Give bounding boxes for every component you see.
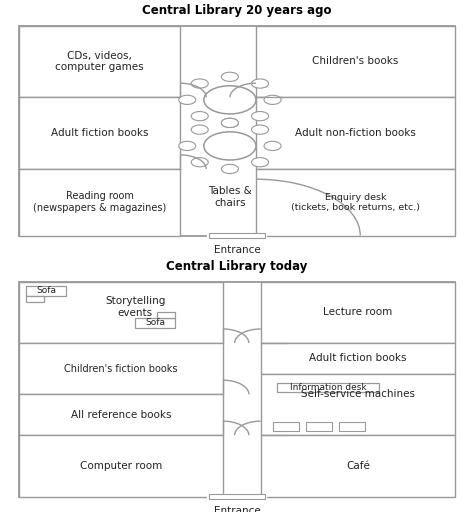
Text: Storytelling
events: Storytelling events (105, 296, 165, 318)
Text: Central Library 20 years ago: Central Library 20 years ago (142, 4, 332, 17)
Bar (256, 97, 455, 169)
Text: CDs, videos,
computer games: CDs, videos, computer games (55, 51, 144, 72)
Circle shape (191, 125, 208, 134)
Bar (19, 169, 180, 236)
Circle shape (191, 112, 208, 121)
Bar (19, 282, 223, 343)
Circle shape (264, 141, 281, 151)
Circle shape (191, 79, 208, 88)
Text: Tables &
chairs: Tables & chairs (208, 186, 252, 208)
Text: Enquiry desk
(tickets, book returns, etc.): Enquiry desk (tickets, book returns, etc… (291, 193, 420, 212)
Circle shape (204, 86, 256, 114)
Bar (26, 296, 44, 302)
Bar (19, 394, 223, 435)
Text: Information desk: Information desk (290, 383, 366, 392)
Bar (135, 318, 175, 328)
Circle shape (221, 72, 238, 81)
Text: Self-service machines: Self-service machines (301, 389, 415, 399)
Bar (209, 495, 265, 499)
Text: Reading room
(newspapers & magazines): Reading room (newspapers & magazines) (33, 191, 166, 213)
Text: Computer room: Computer room (80, 461, 162, 471)
Circle shape (221, 118, 238, 127)
Text: Café: Café (346, 461, 370, 471)
Bar (277, 383, 379, 392)
Bar (26, 286, 66, 296)
Text: Adult fiction books: Adult fiction books (309, 353, 407, 364)
Bar (273, 422, 299, 431)
Bar (261, 374, 455, 435)
Text: Entrance: Entrance (214, 245, 260, 255)
Circle shape (221, 118, 238, 127)
Text: Entrance: Entrance (214, 506, 260, 512)
Bar (19, 26, 455, 236)
Circle shape (252, 112, 269, 121)
Bar (157, 311, 175, 318)
Bar (261, 343, 455, 374)
Bar (19, 343, 223, 394)
Circle shape (204, 132, 256, 160)
Bar (19, 97, 180, 169)
Circle shape (179, 95, 196, 104)
Bar (261, 435, 455, 497)
Text: Sofa: Sofa (145, 318, 165, 327)
Bar (19, 435, 223, 497)
Bar (256, 26, 455, 97)
Bar (306, 422, 332, 431)
Text: Central Library today: Central Library today (166, 260, 308, 273)
Circle shape (264, 95, 281, 104)
Bar (19, 26, 180, 97)
Bar (209, 233, 265, 238)
Bar (19, 282, 455, 497)
Text: Adult non-fiction books: Adult non-fiction books (295, 128, 416, 138)
Text: Sofa: Sofa (36, 286, 56, 295)
Circle shape (191, 158, 208, 167)
Circle shape (179, 141, 196, 151)
Bar (256, 169, 455, 236)
Text: Lecture room: Lecture room (323, 307, 392, 317)
Circle shape (252, 125, 269, 134)
Bar (339, 422, 365, 431)
Text: All reference books: All reference books (71, 410, 171, 420)
Bar (261, 282, 455, 343)
Circle shape (252, 79, 269, 88)
Text: Children's books: Children's books (312, 56, 399, 67)
Text: Children's fiction books: Children's fiction books (64, 364, 178, 374)
Circle shape (252, 158, 269, 167)
Text: Adult fiction books: Adult fiction books (51, 128, 148, 138)
Circle shape (221, 164, 238, 174)
